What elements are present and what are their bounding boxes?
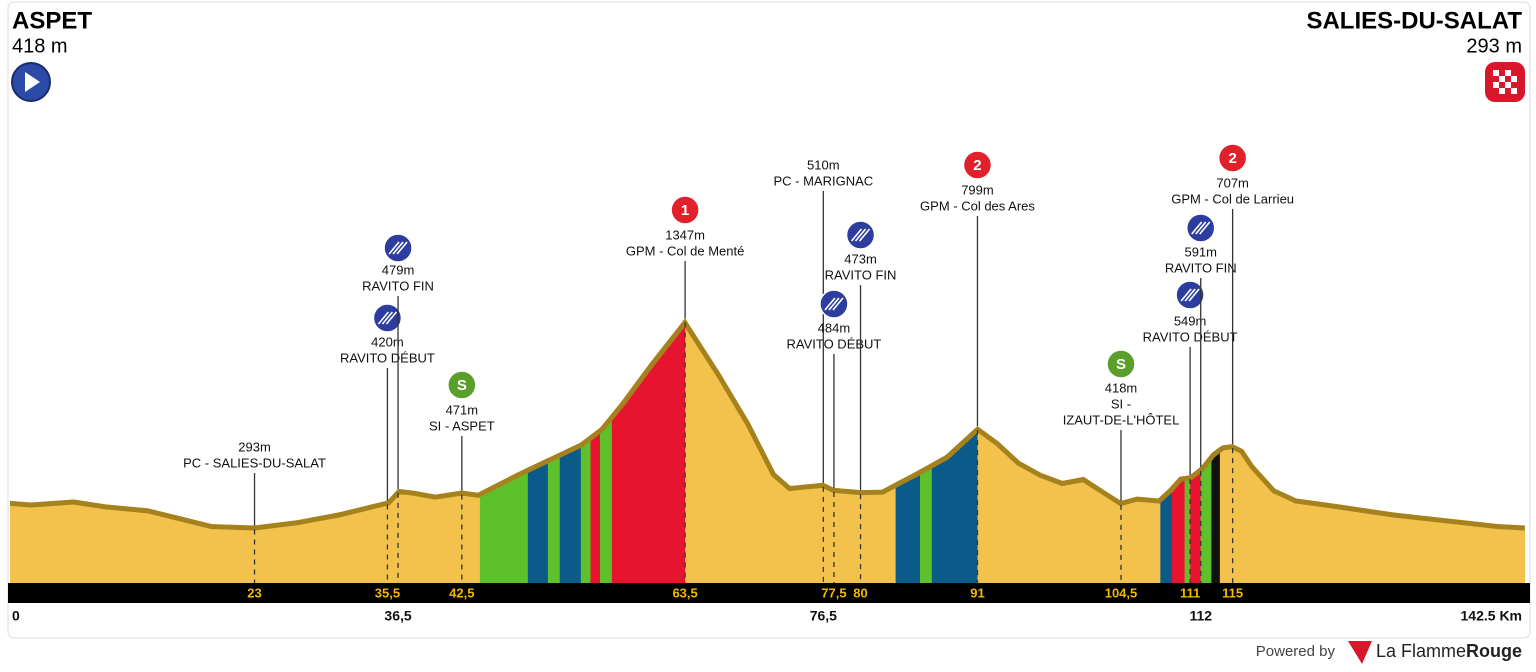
brand-a: La Flamme [1376,641,1466,661]
waypoint-label: GPM - Col de Larrieu [1171,191,1294,206]
waypoint-elevation: 549m [1174,313,1207,328]
badge-stroke [388,241,400,255]
badge-stroke [832,297,844,311]
waypoint-label: GPM - Col de Menté [626,243,745,258]
gradient-segment [547,318,560,583]
badge-stroke [824,297,836,311]
badge-stroke [377,311,390,325]
brand-logo [1348,641,1372,664]
gradient-segment [611,318,686,583]
waypoint-badge [670,195,700,225]
waypoint-badge [962,150,993,180]
waypoint-elevation: 1347m [665,227,705,242]
badge-text: S [457,377,467,394]
km-label: 80 [853,585,867,600]
waypoint-label: PC - MARIGNAC [773,173,873,188]
gradient-segment [920,318,932,583]
waypoint-label: SI - [1111,396,1131,411]
badge-stroke [396,241,408,255]
km-label: 115 [1222,585,1243,600]
badge-stroke [1188,288,1200,302]
waypoint-elevation: 510m [807,157,840,172]
badge-stroke [1199,221,1211,235]
badge-stroke [1184,288,1196,302]
waypoint-elevation: 471m [446,402,479,417]
waypoint-badge [1217,143,1248,173]
badge-text: 1 [681,202,689,219]
badge-stroke [381,311,394,325]
badge-stroke [392,241,404,255]
gradient-segment [600,318,612,583]
waypoint-label: RAVITO DÉBUT [340,350,435,365]
gradient-segment [559,318,581,583]
waypoint-elevation: 479m [382,262,415,277]
km-label: 91 [970,585,984,600]
km-label: 42,5 [449,585,474,600]
gradient-segment [1211,318,1220,583]
km-label: 104,5 [1105,585,1138,600]
frame [7,1,1531,639]
badge-stroke [1180,288,1192,302]
waypoint-label: RAVITO DÉBUT [787,336,882,351]
waypoint-elevation: 293m [238,439,271,454]
gradient-segment [895,318,921,583]
km-label: 23 [247,585,261,600]
waypoint-label: GPM - Col des Ares [920,198,1035,213]
brand: La FlammeRouge [1376,641,1522,661]
km-label-bottom: 0 [12,608,20,624]
waypoint-label: RAVITO FIN [825,267,897,282]
waypoint-label: PC - SALIES-DU-SALAT [183,455,326,470]
km-label: 77,5 [821,585,846,600]
gradient-segment [580,318,591,583]
gradient-segment [527,318,548,583]
km-label: 63,5 [672,585,697,600]
km-band [8,583,1530,603]
waypoint-badge [1106,349,1136,379]
waypoint-elevation: 799m [961,182,994,197]
badge-stroke [828,297,840,311]
powered-by: Powered by [1256,643,1336,660]
waypoint-label: RAVITO FIN [362,278,434,293]
badge-text: S [1116,356,1126,373]
km-label-bottom: 76,5 [810,608,837,624]
waypoint-badge [447,370,477,400]
profile-area [10,318,1525,583]
km-label: 35,5 [375,585,400,600]
badge-stroke [858,228,871,242]
waypoint-elevation: 484m [818,320,851,335]
finish-elevation: 293 m [1466,35,1522,57]
waypoint-elevation: 420m [371,334,404,349]
km-label-bottom: 112 [1189,608,1212,624]
waypoint-label: IZAUT-DE-L'HÔTEL [1063,412,1180,427]
start-name: ASPET [12,7,92,34]
badge-text: 2 [973,157,981,174]
profile-edge [10,318,1525,531]
finish-icon [1485,62,1525,102]
plot: 23 35,5 42,5 63,5 77,5 80 91 104,5 111 115 0 36,5 76… [10,143,1525,624]
waypoint-elevation: 591m [1184,244,1217,259]
start-elevation: 418 m [12,35,68,57]
km-label-bottom: 36,5 [384,608,411,624]
km-label-bottom: 142.5 Km [1461,608,1522,624]
waypoint-label: RAVITO FIN [1165,260,1237,275]
badge-stroke [1191,221,1203,235]
waypoint-elevation: 418m [1105,380,1138,395]
badge-stroke [385,311,398,325]
gradient-segment [931,318,978,583]
gradient-segment [590,318,601,583]
waypoint-elevation: 707m [1216,175,1249,190]
finish-name: SALIES-DU-SALAT [1306,7,1522,34]
badge-stroke [854,228,867,242]
badge-stroke [850,228,863,242]
brand-b: Rouge [1466,641,1522,661]
badge-stroke [1195,221,1207,235]
waypoint-elevation: 473m [844,251,877,266]
start-icon-arrow [25,72,40,92]
km-label: 111 [1180,585,1200,600]
waypoint-label: SI - ASPET [429,418,495,433]
waypoint-label: RAVITO DÉBUT [1143,329,1238,344]
badge-text: 2 [1228,150,1236,167]
